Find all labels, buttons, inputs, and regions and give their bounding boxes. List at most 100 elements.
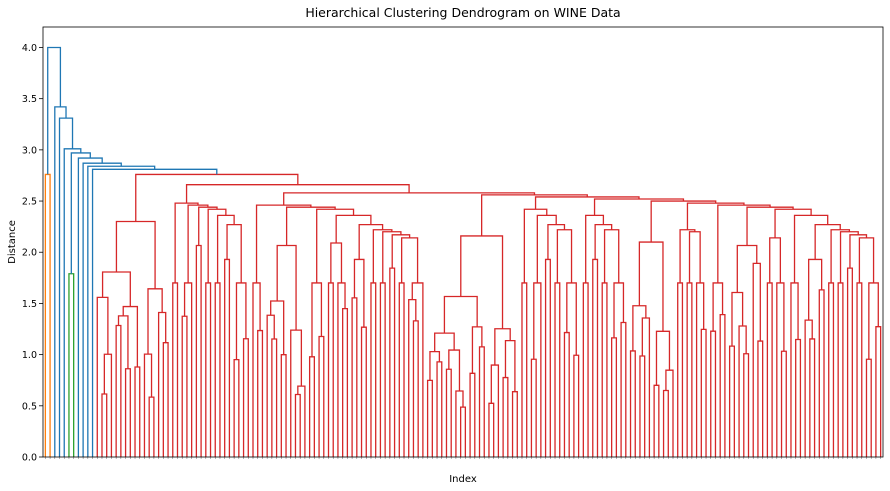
dendrogram-link: [308, 356, 315, 457]
dendrogram-link: [360, 326, 367, 457]
dendrogram-link: [710, 330, 717, 457]
dendrogram-link: [611, 337, 618, 457]
dendrogram-link: [181, 315, 188, 457]
dendrogram-link: [686, 202, 745, 230]
dendrogram-link: [460, 235, 504, 329]
y-tick-label: 1.0: [22, 350, 37, 361]
dendrogram-link: [774, 208, 812, 238]
dendrogram-link: [695, 282, 705, 457]
dendrogram-link: [398, 282, 405, 457]
dendrogram-link: [434, 332, 455, 352]
dendrogram-link: [712, 282, 724, 332]
dendrogram-link: [70, 152, 91, 274]
dendrogram-link: [488, 402, 495, 457]
y-tick-label: 0.0: [22, 453, 37, 464]
dendrogram-link: [511, 391, 518, 457]
dendrogram-link: [743, 353, 750, 457]
dendrogram-link: [187, 204, 209, 283]
dendrogram-link: [297, 385, 306, 457]
dendrogram-link: [478, 346, 485, 457]
dendrogram-link: [216, 214, 235, 283]
dendrogram-link: [412, 320, 419, 457]
dendrogram-link: [44, 173, 51, 457]
dendrogram-link: [875, 326, 882, 457]
dendrogram-link: [382, 231, 402, 283]
dendrogram-link: [276, 244, 297, 331]
y-tick-label: 3.0: [22, 145, 37, 156]
dendrogram-link: [818, 289, 825, 457]
dendrogram-link: [270, 300, 285, 355]
dendrogram-link: [536, 214, 557, 283]
dendrogram-link: [766, 282, 773, 457]
dendrogram-link: [401, 237, 419, 283]
dendrogram-link: [856, 282, 863, 457]
dendrogram-link: [124, 368, 131, 457]
dendrogram-link: [795, 338, 802, 457]
dendrogram-link: [717, 204, 771, 283]
dendrogram-link: [471, 326, 483, 374]
dendrogram-link: [370, 282, 377, 457]
dendrogram-link: [58, 117, 74, 457]
dendrogram-link: [679, 229, 696, 283]
dendrogram-link: [436, 361, 443, 457]
dendrogram-link: [266, 314, 275, 457]
dendrogram-link: [252, 282, 261, 457]
dendrogram-link: [629, 350, 636, 457]
dendrogram-link: [738, 325, 747, 457]
dendrogram-link: [804, 319, 813, 457]
chart-title: Hierarchical Clustering Dendrogram on WI…: [305, 5, 620, 20]
dendrogram-link: [868, 282, 879, 360]
dendrogram-link: [330, 242, 343, 283]
dendrogram-link: [185, 184, 410, 204]
dendrogram-link: [285, 206, 336, 246]
dendrogram-link: [846, 267, 853, 457]
dendrogram-link: [731, 291, 744, 347]
dendrogram-link: [242, 338, 249, 457]
dendrogram-link: [101, 271, 131, 307]
dendrogram-link: [351, 297, 358, 457]
dendrogram-link: [82, 162, 122, 457]
dendrogram-link: [592, 258, 599, 457]
dendrogram-link: [728, 345, 735, 457]
y-tick-label: 2.5: [22, 197, 37, 208]
dendrogram-link: [566, 282, 577, 356]
dendrogram-link: [837, 282, 844, 457]
dendrogram-link: [776, 282, 785, 457]
dendrogram-link: [839, 231, 859, 283]
dendrogram-link: [174, 202, 199, 283]
dendrogram-link: [214, 282, 221, 457]
dendrogram-link: [143, 353, 153, 457]
dendrogram-link: [530, 358, 537, 457]
dendrogram-link: [641, 317, 651, 457]
dendrogram-link: [426, 379, 433, 457]
dendrogram-link: [429, 351, 441, 381]
dendrogram-link: [318, 335, 325, 457]
dendrogram-link: [353, 258, 365, 328]
dendrogram-link: [585, 214, 605, 283]
dendrogram-link: [134, 366, 141, 457]
dendrogram-link: [443, 295, 478, 334]
dendrogram-link: [280, 354, 287, 457]
dendrogram-link: [271, 338, 278, 457]
dendrogram-link: [469, 372, 476, 457]
dendrogram-link: [849, 234, 868, 269]
dendrogram-link: [195, 244, 202, 457]
dendrogram-link: [665, 369, 674, 457]
y-tick-label: 3.5: [22, 94, 37, 105]
dendrogram-link: [96, 296, 109, 457]
dendrogram-link: [115, 324, 122, 457]
dendrogram-link: [601, 282, 608, 457]
dendrogram-link: [757, 340, 764, 457]
dendrogram-link: [688, 231, 701, 283]
dendrogram-link: [117, 315, 129, 369]
dendrogram-link: [613, 282, 625, 338]
dendrogram-link: [686, 282, 693, 457]
dendrogram-link: [408, 298, 417, 457]
dendrogram-link: [172, 282, 179, 457]
dendrogram-link: [809, 338, 816, 457]
dendrogram-link: [858, 237, 875, 283]
dendrogram-link: [828, 282, 835, 457]
dendrogram-link: [255, 204, 312, 283]
dendrogram-link: [752, 262, 761, 457]
dendrogram-link: [639, 355, 646, 457]
